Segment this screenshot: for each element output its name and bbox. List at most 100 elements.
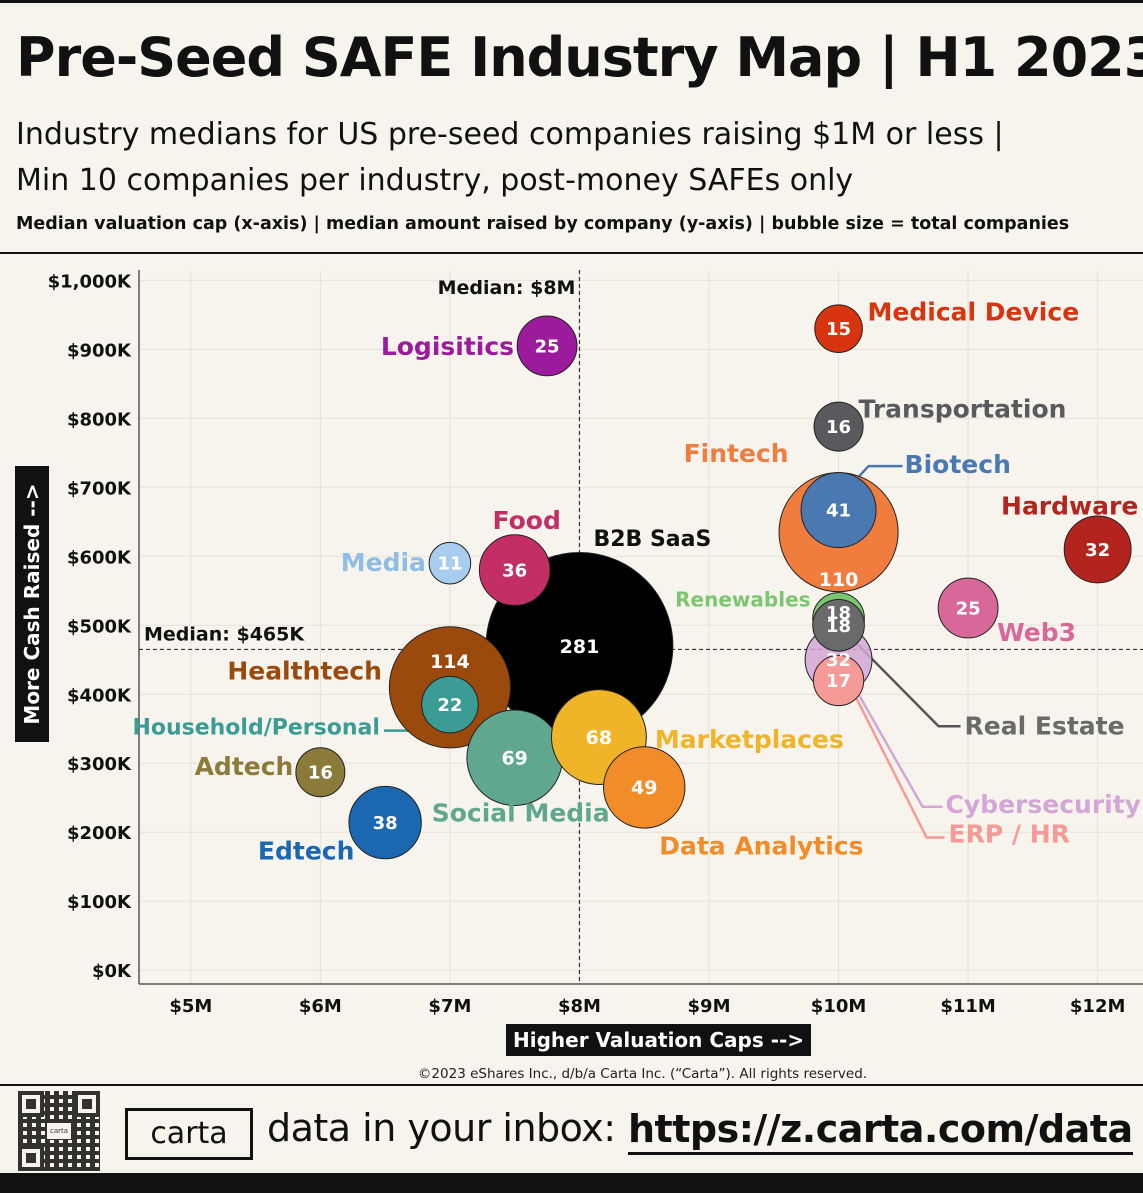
bubble-erp-hr — [812, 654, 865, 707]
bubble-label-fintech: Fintech — [684, 439, 789, 468]
bubble-label-household-personal: Household/Personal — [132, 716, 379, 741]
bubble-value-adtech: 16 — [308, 763, 333, 784]
copyright-notice: ©2023 eShares Inc., d/b/a Carta Inc. (“C… — [417, 1066, 868, 1082]
subtitle-line-1: Industry medians for US pre-seed compani… — [16, 117, 1004, 152]
bubble-value-fintech: 110 — [819, 569, 859, 591]
bubble-value-edtech: 38 — [373, 813, 398, 834]
footer-cta-text: data in your inbox: — [267, 1106, 616, 1150]
bubble-edtech — [348, 785, 422, 860]
top-border — [0, 0, 1143, 3]
y-tick-label: $700K — [67, 478, 132, 499]
bubble-value-medical-device: 15 — [826, 319, 851, 340]
x-tick-label: $9M — [688, 996, 731, 1017]
bubble-label-healthtech: Healthtech — [227, 656, 382, 685]
bubble-label-b2b-saas: B2B SaaS — [593, 527, 711, 552]
y-tick-label: $200K — [67, 823, 132, 844]
header-divider — [0, 252, 1143, 254]
y-tick-label: $100K — [67, 892, 132, 913]
bubble-label-web3: Web3 — [997, 618, 1076, 647]
median-x-label: Median: $8M — [438, 277, 576, 299]
bubble-label-medical-device: Medical Device — [868, 298, 1080, 327]
bubble-value-food: 36 — [502, 561, 527, 582]
bubble-label-logisitics: Logisitics — [381, 332, 514, 361]
bubble-biotech — [800, 472, 877, 549]
bubble-logisitics — [516, 315, 578, 377]
bubble-value-erp-hr: 17 — [826, 671, 851, 692]
x-tick-label: $7M — [428, 996, 471, 1017]
bubble-transportation — [813, 401, 864, 452]
bubble-hardware — [1063, 515, 1132, 584]
median-y-label: Median: $465K — [144, 623, 305, 645]
bubble-food — [478, 534, 551, 606]
bubble-value-media: 11 — [437, 554, 462, 575]
bubble-value-transportation: 16 — [826, 417, 851, 438]
y-tick-label: $0K — [92, 961, 132, 982]
axis-note: Median valuation cap (x-axis) | median a… — [16, 214, 1070, 234]
bubble-medical-device — [814, 304, 863, 353]
bubble-value-logisitics: 25 — [535, 336, 560, 357]
bubble-value-b2b-saas: 281 — [560, 636, 600, 658]
bubble-label-real-estate: Real Estate — [965, 711, 1125, 740]
bubble-label-media: Media — [341, 548, 426, 577]
x-tick-label: $6M — [299, 996, 342, 1017]
y-tick-label: $600K — [67, 547, 132, 568]
leader-erp-hr — [855, 697, 945, 839]
bubble-label-marketplaces: Marketplaces — [655, 725, 844, 754]
y-axis-title-box: More Cash Raised --> — [15, 466, 49, 742]
page-subtitle: Industry medians for US pre-seed compani… — [16, 112, 1126, 204]
x-tick-label: $10M — [811, 996, 867, 1017]
x-tick-label: $5M — [169, 996, 212, 1017]
chart-axes — [138, 270, 1143, 985]
y-tick-label: $400K — [67, 685, 132, 706]
tick-labels: $5M $6M $7M $8M $9M $10M $11M $12M $0K $100K $200K… — [48, 271, 1126, 1017]
y-tick-label: $300K — [67, 754, 132, 775]
bubble-label-biotech: Biotech — [905, 450, 1011, 479]
y-tick-label: $900K — [67, 340, 132, 361]
bubble-label-cybersecurity: Cybersecurity — [946, 790, 1141, 819]
bubble-value-household-personal: 22 — [437, 695, 462, 716]
leader-real-estate — [851, 638, 961, 728]
leader-lines — [383, 464, 961, 839]
bubble-label-hardware: Hardware — [1001, 491, 1138, 520]
leader-cybersecurity — [851, 683, 943, 809]
bubble-value-renewables: 18 — [826, 603, 851, 624]
footer-url-link[interactable]: https://z.carta.com/data — [628, 1106, 1133, 1155]
x-axis-title: Higher Valuation Caps --> — [506, 1024, 812, 1056]
bubble-label-transportation: Transportation — [859, 395, 1067, 424]
bubble-value-cybersecurity: 32 — [826, 650, 851, 671]
bubble-adtech — [295, 747, 346, 798]
footer: carta carta data in your inbox: https://… — [0, 1088, 1143, 1171]
bubble-label-erp-hr: ERP / HR — [949, 819, 1070, 848]
bubble-value-biotech: 41 — [826, 501, 851, 522]
y-tick-label: $1,000K — [48, 271, 132, 292]
page-title: Pre-Seed SAFE Industry Map | H1 2023 — [16, 26, 1143, 89]
qr-code-icon[interactable]: carta — [18, 1091, 100, 1171]
footer-divider — [0, 1084, 1143, 1086]
bubble-media — [428, 541, 472, 585]
x-tick-label: $12M — [1070, 996, 1126, 1017]
bubbles — [295, 304, 1132, 860]
bubble-label-renewables: Renewables — [675, 587, 810, 611]
y-tick-label: $500K — [67, 616, 132, 637]
leader-biotech — [854, 464, 903, 481]
x-tick-label: $11M — [940, 996, 996, 1017]
bubble-value-social-media: 69 — [501, 748, 527, 770]
bubble-data-analytics — [603, 746, 686, 829]
bubble-household-personal — [421, 675, 479, 734]
qr-code-center-label: carta — [46, 1122, 72, 1140]
bubble-label-adtech: Adtech — [195, 752, 294, 781]
bubble-label-food: Food — [493, 506, 561, 535]
bubble-label-social-media: Social Media — [432, 799, 610, 828]
subtitle-line-2: Min 10 companies per industry, post-mone… — [16, 163, 854, 198]
bubble-web3 — [937, 577, 999, 639]
y-tick-label: $800K — [67, 409, 132, 430]
bubble-real-estate — [812, 598, 865, 652]
bubble-value-hardware: 32 — [1085, 540, 1110, 561]
bubble-value-real-estate: 18 — [826, 616, 851, 637]
bubble-label-edtech: Edtech — [258, 837, 355, 866]
bubble-chart: Median: $8M Median: $465K 281 114 110 69 68 49… — [48, 270, 1143, 1017]
bubble-label-data-analytics: Data Analytics — [659, 831, 863, 860]
bottom-bar — [0, 1173, 1143, 1193]
carta-logo: carta — [125, 1108, 253, 1160]
